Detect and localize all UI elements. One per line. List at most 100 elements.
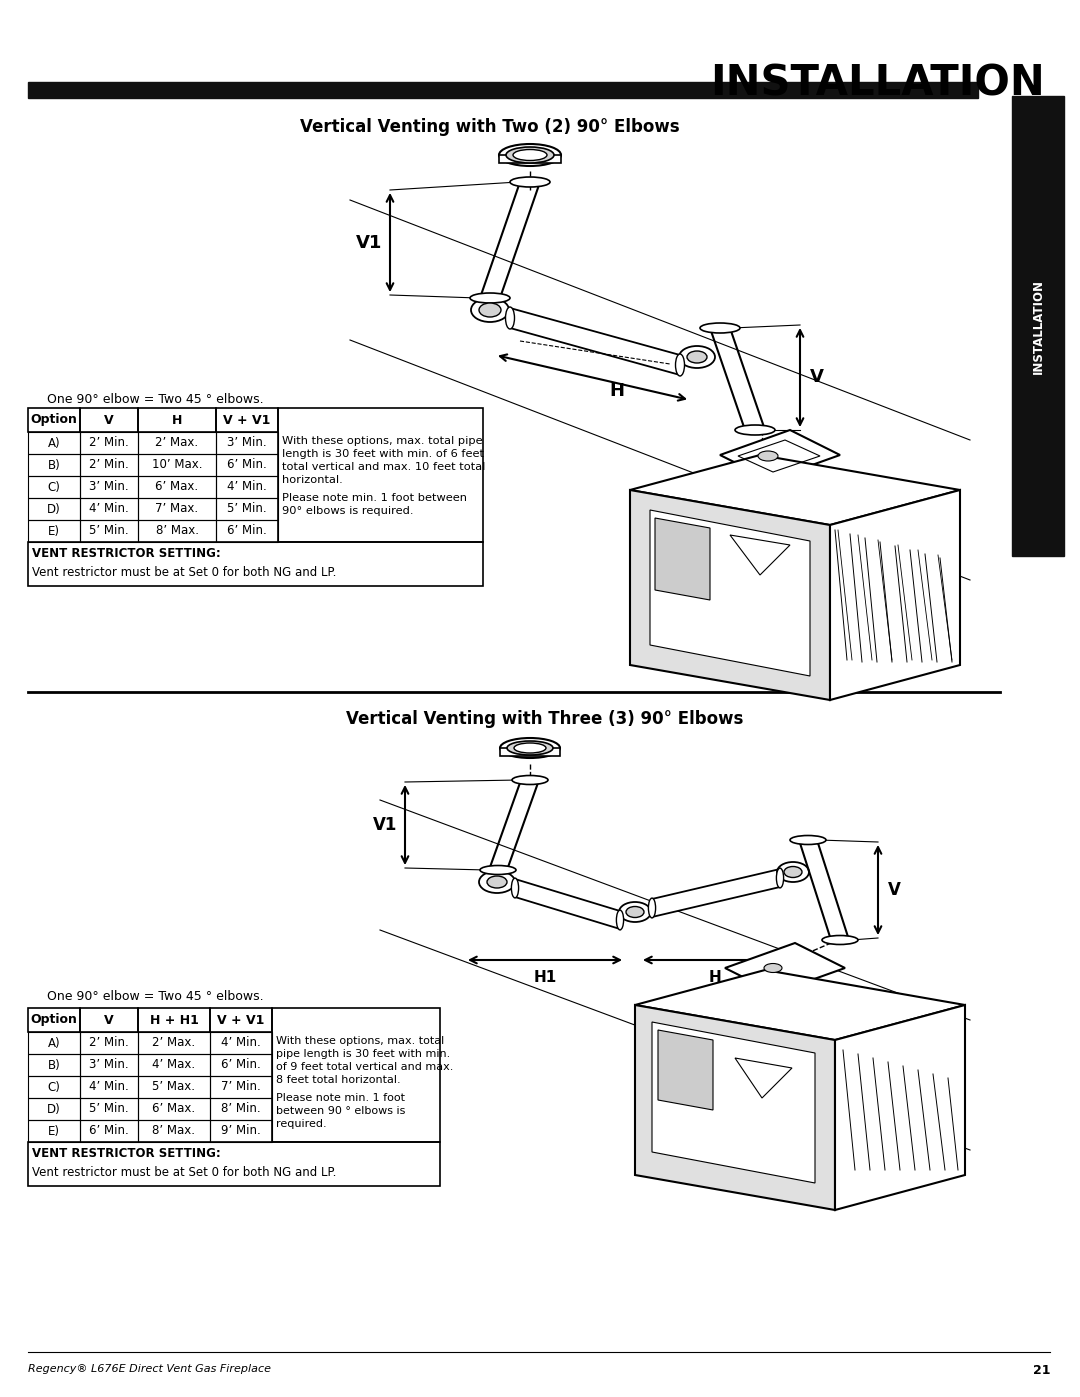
- Ellipse shape: [480, 866, 516, 875]
- Ellipse shape: [758, 451, 778, 461]
- Text: H + H1: H + H1: [149, 1013, 199, 1027]
- Text: 5’ Max.: 5’ Max.: [152, 1080, 195, 1094]
- Bar: [138, 476, 216, 497]
- Text: 5’ Min.: 5’ Min.: [90, 1102, 129, 1115]
- Text: Please note min. 1 foot: Please note min. 1 foot: [276, 1092, 405, 1104]
- Bar: [1012, 96, 1064, 556]
- Text: 2’ Max.: 2’ Max.: [152, 1037, 195, 1049]
- Text: 90° elbows is required.: 90° elbows is required.: [282, 506, 414, 515]
- Text: VENT RESTRICTOR SETTING:: VENT RESTRICTOR SETTING:: [32, 548, 220, 560]
- Ellipse shape: [480, 303, 501, 317]
- Text: 2’ Min.: 2’ Min.: [90, 458, 129, 472]
- Bar: [138, 1009, 210, 1032]
- Ellipse shape: [784, 866, 802, 877]
- Bar: [28, 520, 80, 542]
- Bar: [28, 1120, 80, 1141]
- Bar: [138, 432, 216, 454]
- Text: V + V1: V + V1: [224, 414, 271, 426]
- Bar: [28, 1053, 80, 1076]
- Ellipse shape: [513, 149, 546, 161]
- Text: pipe length is 30 feet with min.: pipe length is 30 feet with min.: [276, 1049, 450, 1059]
- Bar: [138, 497, 216, 520]
- Ellipse shape: [499, 144, 561, 166]
- Text: 6’ Min.: 6’ Min.: [221, 1059, 261, 1071]
- Text: Regency® L676E Direct Vent Gas Fireplace: Regency® L676E Direct Vent Gas Fireplace: [28, 1363, 271, 1375]
- Polygon shape: [650, 510, 810, 676]
- Bar: [28, 408, 80, 432]
- Ellipse shape: [789, 835, 826, 845]
- Bar: [500, 747, 561, 756]
- Text: of 9 feet total vertical and max.: of 9 feet total vertical and max.: [276, 1062, 454, 1071]
- Bar: [272, 1009, 440, 1141]
- Text: H: H: [609, 381, 624, 400]
- Polygon shape: [635, 1004, 835, 1210]
- Ellipse shape: [687, 351, 707, 363]
- Text: 8’ Max.: 8’ Max.: [156, 524, 199, 538]
- Text: 4’ Min.: 4’ Min.: [221, 1037, 261, 1049]
- Bar: [138, 408, 216, 432]
- Bar: [210, 1032, 272, 1053]
- Bar: [80, 1053, 138, 1076]
- Polygon shape: [630, 455, 960, 525]
- Ellipse shape: [507, 740, 553, 754]
- Ellipse shape: [487, 876, 507, 888]
- Bar: [28, 497, 80, 520]
- Text: B): B): [48, 458, 60, 472]
- Bar: [28, 542, 483, 585]
- Polygon shape: [654, 518, 710, 599]
- Text: E): E): [48, 1125, 60, 1137]
- Text: 8’ Min.: 8’ Min.: [221, 1102, 260, 1115]
- Text: VENT RESTRICTOR SETTING:: VENT RESTRICTOR SETTING:: [32, 1147, 220, 1160]
- Text: Please note min. 1 foot between: Please note min. 1 foot between: [282, 493, 467, 503]
- Text: 5’ Min.: 5’ Min.: [90, 524, 129, 538]
- Ellipse shape: [700, 323, 740, 332]
- Text: 7’ Max.: 7’ Max.: [156, 503, 199, 515]
- Polygon shape: [835, 1004, 966, 1210]
- Text: 5’ Min.: 5’ Min.: [227, 503, 267, 515]
- Bar: [216, 476, 278, 497]
- Bar: [80, 432, 138, 454]
- Bar: [138, 1098, 210, 1120]
- Ellipse shape: [679, 346, 715, 367]
- Text: Option: Option: [30, 1013, 78, 1027]
- Ellipse shape: [500, 738, 561, 759]
- Ellipse shape: [512, 775, 548, 785]
- Ellipse shape: [617, 909, 623, 930]
- Bar: [28, 1141, 440, 1186]
- Bar: [278, 408, 483, 542]
- Text: 6’ Min.: 6’ Min.: [227, 524, 267, 538]
- Polygon shape: [652, 869, 780, 916]
- Text: B): B): [48, 1059, 60, 1071]
- Text: 4’ Max.: 4’ Max.: [152, 1059, 195, 1071]
- Ellipse shape: [822, 936, 858, 944]
- Text: One 90° elbow = Two 45 ° elbows.: One 90° elbow = Two 45 ° elbows.: [46, 990, 264, 1003]
- Bar: [28, 1032, 80, 1053]
- Text: E): E): [48, 524, 60, 538]
- Text: D): D): [48, 1102, 60, 1115]
- Text: between 90 ° elbows is: between 90 ° elbows is: [276, 1106, 405, 1116]
- Text: 9’ Min.: 9’ Min.: [221, 1125, 261, 1137]
- Text: D): D): [48, 503, 60, 515]
- Text: 8’ Max.: 8’ Max.: [152, 1125, 195, 1137]
- Bar: [216, 520, 278, 542]
- Polygon shape: [515, 879, 620, 929]
- Ellipse shape: [480, 870, 515, 893]
- Text: 6’ Min.: 6’ Min.: [90, 1125, 129, 1137]
- Ellipse shape: [470, 293, 510, 303]
- Bar: [210, 1076, 272, 1098]
- Text: Vertical Venting with Three (3) 90° Elbows: Vertical Venting with Three (3) 90° Elbo…: [347, 710, 744, 728]
- Text: V1: V1: [355, 233, 382, 251]
- Bar: [216, 454, 278, 476]
- Bar: [28, 82, 978, 98]
- Ellipse shape: [675, 353, 685, 376]
- Text: V: V: [810, 369, 824, 387]
- Bar: [80, 1120, 138, 1141]
- Bar: [210, 1053, 272, 1076]
- Text: 4’ Min.: 4’ Min.: [90, 1080, 129, 1094]
- Text: V1: V1: [373, 816, 397, 834]
- Bar: [80, 1009, 138, 1032]
- Bar: [80, 476, 138, 497]
- Polygon shape: [635, 970, 966, 1039]
- Ellipse shape: [626, 907, 644, 918]
- Bar: [80, 520, 138, 542]
